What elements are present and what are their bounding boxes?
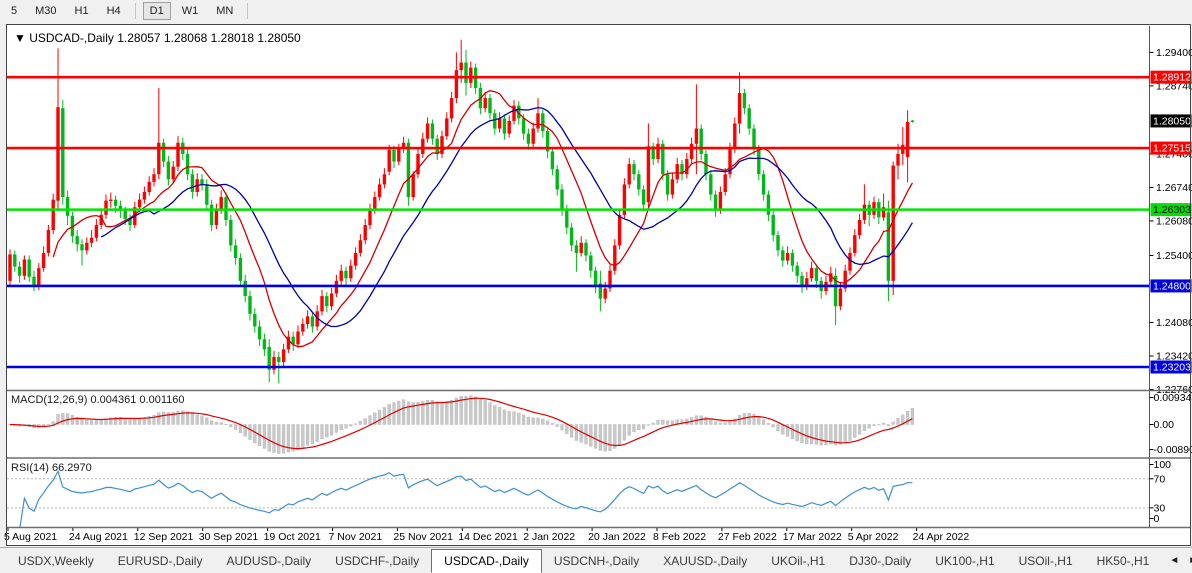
- svg-text:24 Aug 2021: 24 Aug 2021: [69, 531, 128, 543]
- svg-text:1.28912: 1.28912: [1153, 72, 1191, 84]
- svg-text:70: 70: [1154, 473, 1166, 485]
- tab-audusd-daily[interactable]: AUDUSD-,Daily: [226, 553, 312, 568]
- timeframe-button-d1[interactable]: D1: [142, 2, 171, 20]
- toolbar-separator: [134, 3, 136, 19]
- tab-eurusd-daily[interactable]: EURUSD-,Daily: [117, 553, 203, 568]
- svg-text:14 Dec 2021: 14 Dec 2021: [458, 531, 518, 543]
- ma-slow-line: [100, 106, 913, 328]
- rsi-line: [19, 469, 913, 527]
- svg-text:27 Feb 2022: 27 Feb 2022: [718, 531, 777, 543]
- timeframe-toolbar: 5 M30 H1 H4 D1 W1 MN: [0, 0, 1192, 22]
- macd-signal-line: [9, 397, 913, 450]
- timeframe-button-5[interactable]: 5: [11, 5, 18, 17]
- timeframe-button-mn[interactable]: MN: [216, 5, 234, 17]
- svg-text:30: 30: [1154, 502, 1166, 514]
- tab-scroll-left-icon[interactable]: ◄: [1169, 555, 1180, 566]
- date-axis: 5 Aug 2021 24 Aug 2021 12 Sep 2021 30 Sep 2…: [4, 527, 969, 543]
- tab-usdx-weekly[interactable]: USDX,Weekly: [18, 553, 94, 568]
- timeframe-button-h4[interactable]: H4: [106, 5, 121, 17]
- svg-text:30 Sep 2021: 30 Sep 2021: [199, 531, 259, 543]
- svg-text:0.009345: 0.009345: [1154, 392, 1192, 404]
- svg-text:20 Jan 2022: 20 Jan 2022: [588, 531, 646, 543]
- svg-text:7 Nov 2021: 7 Nov 2021: [329, 531, 383, 543]
- macd-label: MACD(12,26,9) 0.004361 0.001160: [11, 394, 184, 406]
- timeframe-button-m30[interactable]: M30: [35, 5, 57, 17]
- svg-text:5 Apr 2022: 5 Apr 2022: [848, 531, 899, 543]
- svg-text:0: 0: [1154, 513, 1160, 525]
- chart-frame: [6, 24, 1191, 546]
- svg-text:1.27515: 1.27515: [1153, 143, 1191, 155]
- svg-text:1.25400: 1.25400: [1156, 250, 1192, 262]
- tab-usoil-h1[interactable]: USOil-,H1: [1018, 553, 1073, 568]
- rsi-label: RSI(14) 66.2970: [11, 462, 92, 474]
- timeframe-button-h1[interactable]: H1: [74, 5, 89, 17]
- price-chart-canvas[interactable]: 1.294001.287401.274001.267401.260801.254…: [0, 0, 1192, 548]
- toolbar-separator: [247, 3, 249, 19]
- svg-text:100: 100: [1154, 459, 1172, 471]
- timeframe-button-w1[interactable]: W1: [181, 5, 199, 17]
- svg-text:5 Aug 2021: 5 Aug 2021: [4, 531, 57, 543]
- horizontal-levels: 1.28912 1.27515 1.26303 1.24800 1.23203 1.280…: [7, 70, 1192, 374]
- tab-scroll-right-icon[interactable]: ►: [1188, 555, 1192, 566]
- tab-scroll-controls: ◄►: [1161, 548, 1192, 573]
- svg-text:1.26740: 1.26740: [1156, 182, 1192, 194]
- svg-text:8 Feb 2022: 8 Feb 2022: [653, 531, 706, 543]
- svg-text:1.26303: 1.26303: [1153, 204, 1191, 216]
- macd-histogram: [8, 395, 914, 454]
- tab-usdcad-daily[interactable]: USDCAD-,Daily: [431, 549, 542, 573]
- svg-text:25 Nov 2021: 25 Nov 2021: [393, 531, 453, 543]
- chart-tabs: USDX,Weekly EURUSD-,Daily AUDUSD-,Daily USD…: [0, 547, 1192, 573]
- ma-fast-line: [52, 90, 913, 348]
- tab-uk100-h1[interactable]: UK100-,H1: [935, 553, 995, 568]
- tab-hk50-h1[interactable]: HK50-,H1: [1096, 553, 1150, 568]
- svg-text:0.00: 0.00: [1154, 419, 1175, 431]
- svg-text:24 Apr 2022: 24 Apr 2022: [913, 531, 970, 543]
- tab-ukoil-h1[interactable]: UKOil-,H1: [771, 553, 826, 568]
- svg-text:19 Oct 2021: 19 Oct 2021: [264, 531, 321, 543]
- tab-usdcnh-daily[interactable]: USDCNH-,Daily: [553, 553, 640, 568]
- svg-text:2 Jan 2022: 2 Jan 2022: [523, 531, 575, 543]
- svg-text:-0.008902: -0.008902: [1154, 444, 1192, 456]
- svg-text:1.24080: 1.24080: [1156, 317, 1192, 329]
- tab-usdchf-daily[interactable]: USDCHF-,Daily: [335, 553, 420, 568]
- tab-dj30-daily[interactable]: DJ30-,Daily: [849, 553, 912, 568]
- svg-text:1.26080: 1.26080: [1156, 215, 1192, 227]
- svg-text:1.23420: 1.23420: [1156, 350, 1192, 362]
- svg-text:1.23203: 1.23203: [1153, 362, 1191, 374]
- svg-text:1.24800: 1.24800: [1153, 280, 1191, 292]
- svg-text:17 Mar 2022: 17 Mar 2022: [783, 531, 842, 543]
- chart-title: ▼ USDCAD-,Daily 1.28057 1.28068 1.28018 …: [14, 31, 301, 45]
- tab-xauusd-daily[interactable]: XAUUSD-,Daily: [663, 553, 748, 568]
- svg-text:1.28050: 1.28050: [1153, 115, 1191, 127]
- svg-text:1.29400: 1.29400: [1156, 47, 1192, 59]
- svg-text:12 Sep 2021: 12 Sep 2021: [134, 531, 194, 543]
